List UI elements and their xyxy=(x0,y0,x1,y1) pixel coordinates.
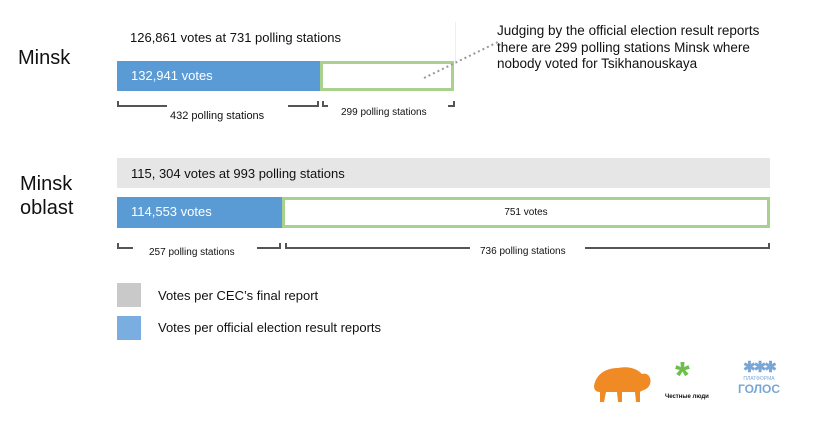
minsk-zero-bar xyxy=(320,61,454,91)
minsk-official-bar: 132,941 votes xyxy=(117,61,320,91)
legend-label-official: Votes per official election result repor… xyxy=(158,320,382,335)
bracket xyxy=(322,101,328,107)
annotation-text: Judging by the official election result … xyxy=(497,23,760,71)
oblast-official-label: 114,553 votes xyxy=(131,204,212,219)
golos-logo: ✱✱✱ ПЛАТФОРМА ГОЛОС xyxy=(735,360,783,408)
legend-label-cec: Votes per CEC’s final report xyxy=(158,288,319,303)
bracket xyxy=(285,243,470,249)
oblast-right-stations: 736 polling stations xyxy=(480,246,566,257)
minsk-cec-label: 126,861 votes at 731 polling stations xyxy=(130,30,342,45)
oblast-cec-bar: 115, 304 votes at 993 polling stations xyxy=(117,158,770,188)
bracket xyxy=(288,101,319,107)
legend-swatch-cec xyxy=(117,283,141,307)
minsk-official-label: 132,941 votes xyxy=(131,68,213,83)
oblast-left-stations: 257 polling stations xyxy=(149,247,235,258)
golos-top-text: ПЛАТФОРМА xyxy=(743,376,775,382)
minsk-left-stations: 432 polling stations xyxy=(170,110,265,122)
oblast-official-bar: 114,553 votes xyxy=(117,197,282,228)
region-label-minsk: Minsk xyxy=(18,47,71,69)
region-label-minsk-oblast: Minsk oblast xyxy=(20,173,74,219)
bracket xyxy=(448,101,455,107)
golos-stars-icon: ✱✱✱ xyxy=(743,359,777,376)
oblast-zero-bar: 751 votes xyxy=(282,197,770,228)
honest-people-logo: * Честные люди xyxy=(665,356,719,406)
bracket xyxy=(117,101,167,107)
legend-swatch-official xyxy=(117,316,141,340)
oblast-cec-label: 115, 304 votes at 993 polling stations xyxy=(131,166,345,181)
bracket xyxy=(585,243,770,249)
annotation-pointer xyxy=(423,41,499,79)
honest-people-text: Честные люди xyxy=(665,394,709,400)
minsk-right-stations: 299 polling stations xyxy=(341,107,427,118)
golos-bottom-text: ГОЛОС xyxy=(737,382,781,396)
bracket xyxy=(257,243,281,249)
asterisk-icon: * xyxy=(675,355,690,397)
bison-logo-icon xyxy=(594,367,651,402)
bracket xyxy=(117,243,133,249)
divider xyxy=(455,22,456,62)
